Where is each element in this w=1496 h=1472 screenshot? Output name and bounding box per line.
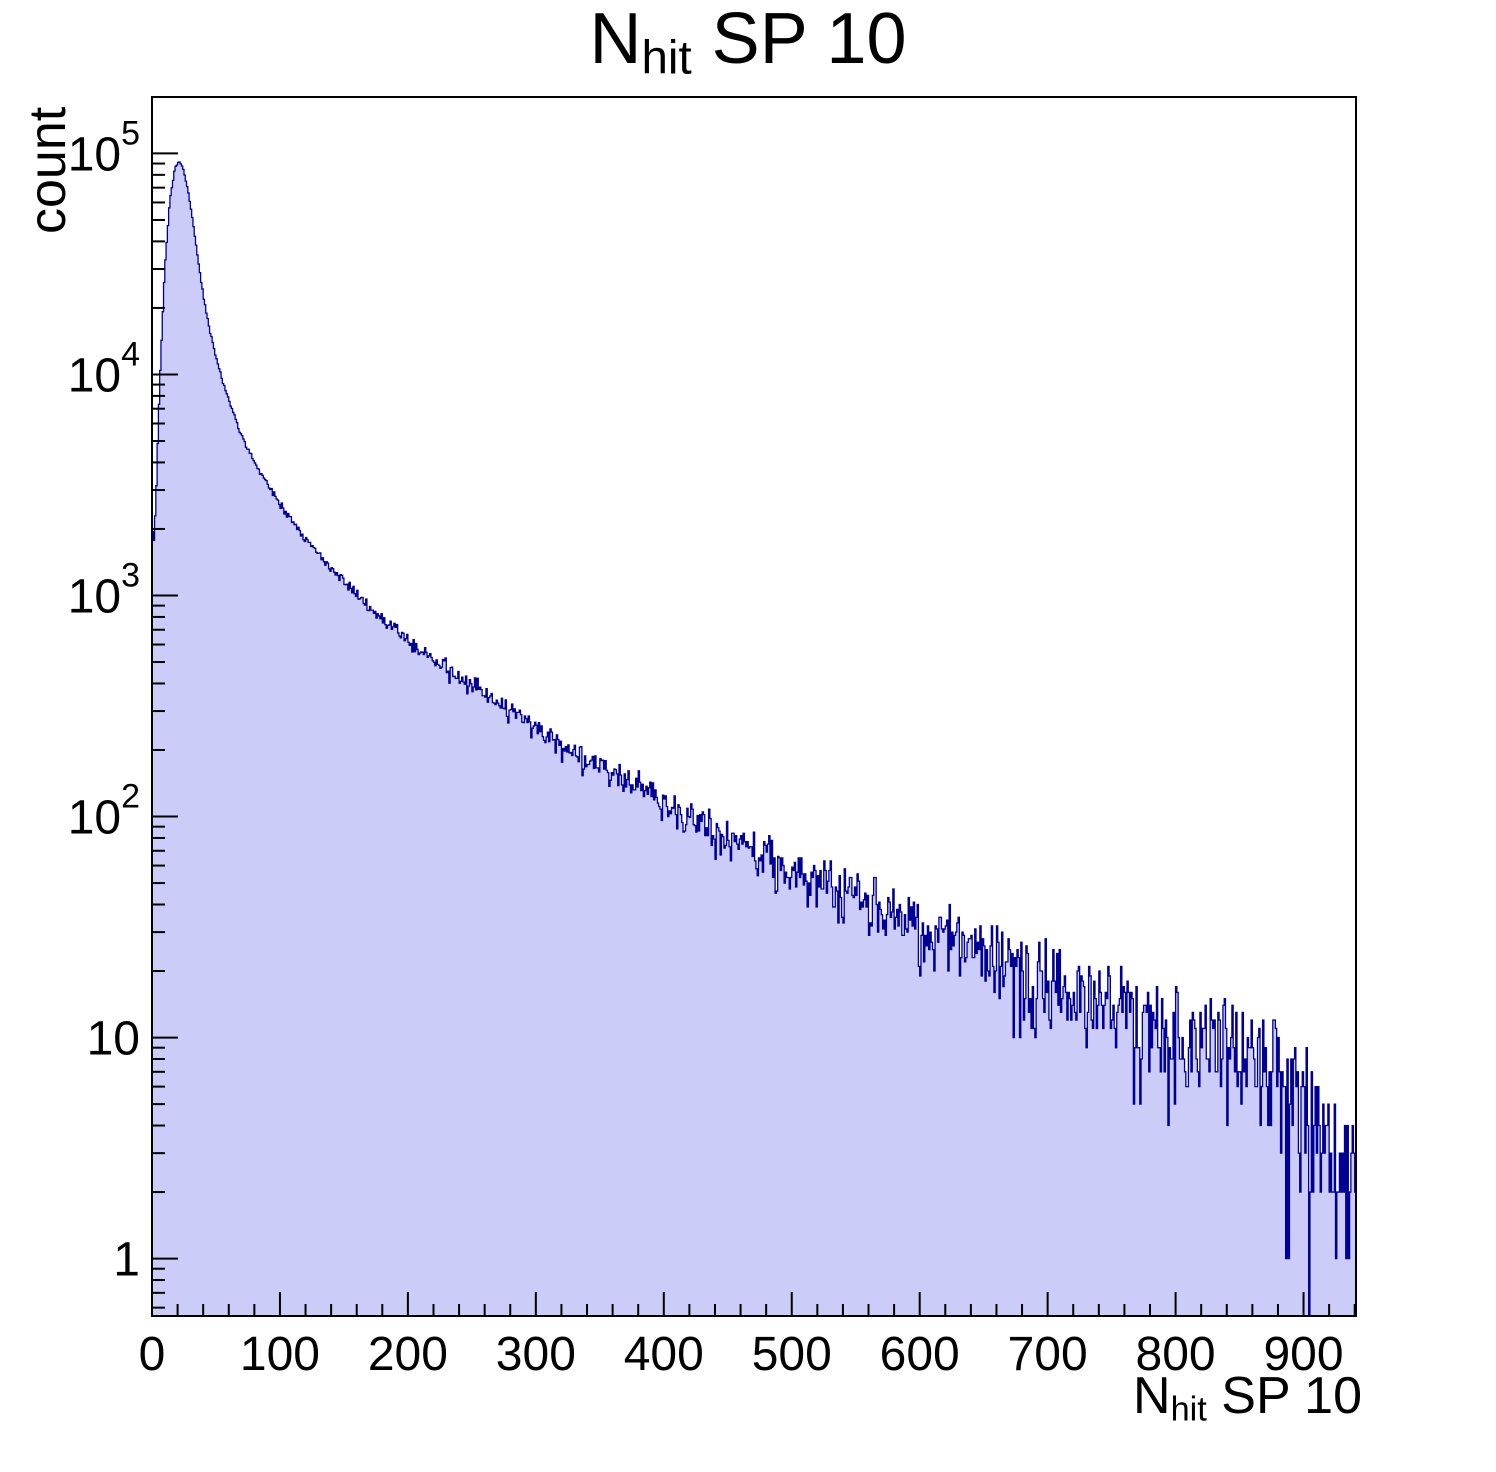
- y-tick-label: 104: [68, 335, 140, 402]
- y-tick-label: 105: [68, 114, 140, 181]
- plot-title-rest: SP 10: [691, 0, 907, 79]
- x-axis-ticks: [151, 1292, 1356, 1316]
- y-tick-label: 1: [113, 1234, 140, 1287]
- x-axis-title-sub: hit: [1170, 1390, 1207, 1429]
- x-axis-labels: 0 100 200 300 400 500 600 700 800 900: [139, 1328, 1344, 1381]
- y-tick-label: 102: [68, 778, 140, 845]
- plot-frame: [151, 96, 1357, 1317]
- x-tick-label: 700: [1008, 1328, 1088, 1381]
- x-tick-label: 800: [1136, 1328, 1216, 1381]
- y-tick-label: 10: [87, 1013, 140, 1066]
- x-tick-label: 300: [496, 1328, 576, 1381]
- x-tick-label: 600: [880, 1328, 960, 1381]
- x-tick-label: 100: [240, 1328, 320, 1381]
- plot-title-main: N: [589, 0, 642, 79]
- y-axis-labels: 1 10 102 103 104 105: [68, 114, 140, 1286]
- x-tick-label: 0: [139, 1328, 166, 1381]
- x-tick-label: 400: [624, 1328, 704, 1381]
- y-axis-title: count: [19, 106, 77, 234]
- histogram-path: [152, 161, 1356, 1316]
- x-axis-title-rest: SP 10: [1206, 1367, 1362, 1425]
- y-axis-ticks: [152, 152, 178, 1309]
- x-tick-label: 200: [368, 1328, 448, 1381]
- x-tick-label: 900: [1263, 1328, 1343, 1381]
- y-tick-label: 103: [68, 556, 140, 623]
- plot-title-sub: hit: [641, 31, 692, 85]
- x-axis-title: Nhit SP 10: [1133, 1366, 1362, 1430]
- plot-title: Nhit SP 10: [0, 0, 1496, 85]
- x-tick-label: 500: [752, 1328, 832, 1381]
- x-axis-title-main: N: [1133, 1367, 1171, 1425]
